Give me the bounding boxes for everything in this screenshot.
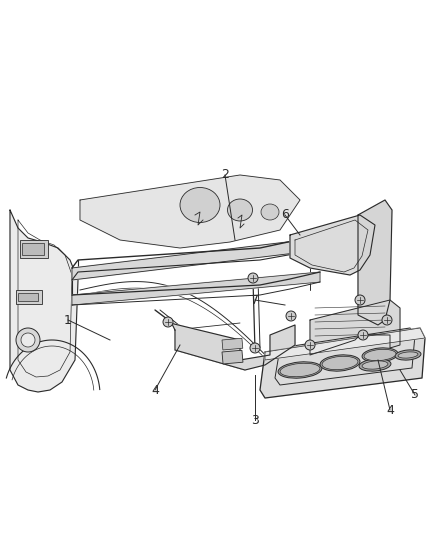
Bar	[20, 240, 48, 258]
Ellipse shape	[359, 359, 391, 371]
Ellipse shape	[322, 357, 358, 370]
Circle shape	[355, 295, 365, 305]
Bar	[16, 290, 42, 304]
Text: 4: 4	[386, 403, 394, 416]
Circle shape	[250, 343, 260, 353]
Text: 6: 6	[281, 208, 289, 222]
Ellipse shape	[278, 362, 322, 378]
Polygon shape	[80, 175, 300, 248]
Circle shape	[163, 317, 173, 327]
Circle shape	[358, 330, 368, 340]
Circle shape	[286, 311, 296, 321]
Ellipse shape	[362, 348, 398, 362]
Polygon shape	[310, 300, 400, 355]
Text: 4: 4	[151, 384, 159, 397]
Text: 7: 7	[251, 294, 259, 306]
Ellipse shape	[320, 355, 360, 371]
Ellipse shape	[280, 364, 320, 377]
Ellipse shape	[261, 204, 279, 220]
Bar	[18, 293, 38, 301]
Ellipse shape	[180, 188, 220, 222]
Bar	[222, 350, 243, 364]
Polygon shape	[358, 200, 392, 325]
Polygon shape	[10, 210, 78, 392]
Bar	[222, 338, 243, 350]
Ellipse shape	[227, 199, 252, 221]
Ellipse shape	[398, 352, 418, 358]
Ellipse shape	[362, 361, 388, 369]
Circle shape	[248, 273, 258, 283]
Polygon shape	[290, 215, 375, 275]
Bar	[22, 243, 44, 255]
Polygon shape	[72, 238, 320, 280]
Circle shape	[21, 333, 35, 347]
Polygon shape	[72, 272, 320, 305]
Circle shape	[16, 328, 40, 352]
Text: 3: 3	[251, 414, 259, 426]
Polygon shape	[265, 328, 425, 360]
Text: 5: 5	[411, 389, 419, 401]
Circle shape	[382, 315, 392, 325]
Ellipse shape	[364, 349, 396, 361]
Polygon shape	[170, 320, 295, 370]
Polygon shape	[260, 328, 425, 398]
Ellipse shape	[395, 350, 421, 360]
Polygon shape	[275, 328, 415, 385]
Circle shape	[305, 340, 315, 350]
Text: 1: 1	[64, 313, 72, 327]
Text: 2: 2	[221, 168, 229, 182]
